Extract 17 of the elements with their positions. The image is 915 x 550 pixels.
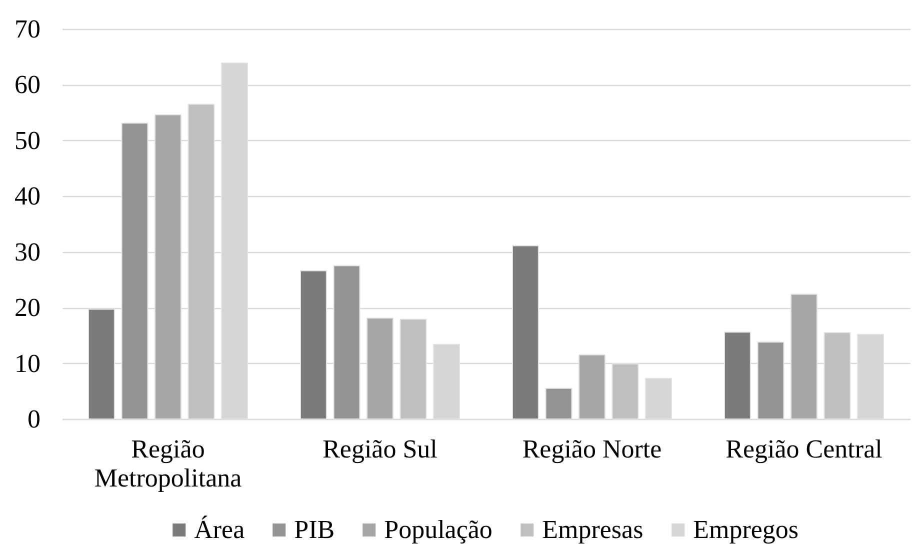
legend-label: Empresas [542, 515, 644, 544]
legend-label: PIB [294, 515, 335, 544]
x-tick-label: Região Norte [522, 434, 662, 464]
legend-label: Área [194, 515, 246, 544]
y-tick-label: 60 [14, 70, 40, 100]
y-tick-label: 50 [14, 126, 40, 155]
y-tick-label: 20 [14, 293, 40, 322]
legend-label: Empregos [693, 515, 799, 544]
legend-label: População [384, 515, 492, 544]
x-tick-label: Região Sul [322, 434, 438, 464]
y-tick-label: 0 [28, 404, 40, 434]
y-tick-label: 70 [14, 14, 40, 44]
x-tick-label: Região Metropolitana [94, 434, 242, 492]
y-tick-label: 40 [14, 182, 40, 211]
x-tick-label: Região Central [726, 434, 882, 464]
y-tick-label: 30 [14, 237, 40, 266]
y-tick-label: 10 [14, 348, 40, 378]
